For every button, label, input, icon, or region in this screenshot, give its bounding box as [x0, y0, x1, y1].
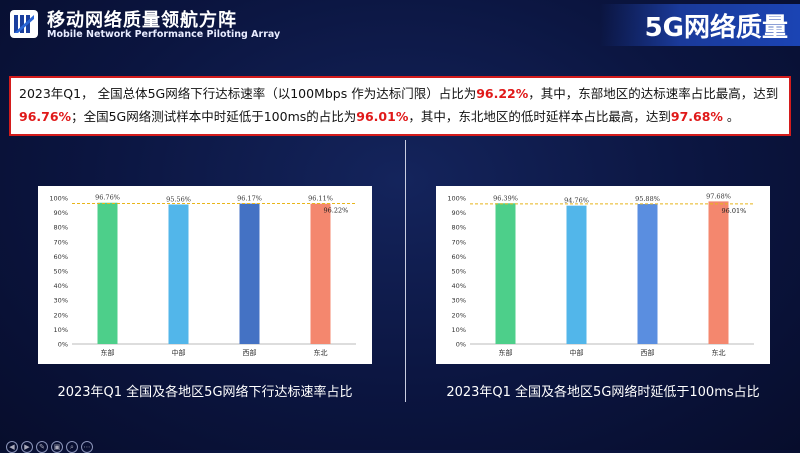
x-tick-label: 西部	[243, 348, 257, 357]
summary-value-1: 96.22%	[476, 86, 529, 101]
slide-controls: ◀ ▶ ✎ ▣ ⌕ ⋯	[6, 434, 96, 453]
data-label: 96.76%	[95, 194, 120, 202]
y-tick-label: 100%	[49, 195, 68, 203]
data-label: 96.39%	[493, 194, 518, 202]
y-tick-label: 40%	[54, 282, 68, 290]
y-tick-label: 10%	[452, 326, 466, 334]
y-tick-label: 60%	[452, 253, 466, 261]
y-tick-label: 0%	[58, 341, 68, 349]
summary-text-2: ，其中，东部地区的达标速率占比最高，达到	[528, 86, 779, 101]
zoom-icon[interactable]: ⌕	[66, 441, 78, 453]
y-tick-label: 0%	[456, 341, 466, 349]
bar	[637, 204, 658, 344]
chart-right: 0% 10% 20% 30% 40% 50% 60% 70% 80% 90% 100% 96.39% 东…	[447, 192, 754, 357]
data-label: 96.11%	[308, 195, 333, 203]
y-tick-label: 90%	[54, 209, 68, 217]
y-tick-label: 30%	[452, 297, 466, 305]
center-divider	[405, 140, 406, 402]
y-tick-label: 100%	[447, 195, 466, 203]
data-label: 96.17%	[237, 195, 262, 203]
brand-logo-icon	[10, 10, 38, 38]
bar	[708, 201, 729, 344]
bar	[566, 205, 587, 344]
reference-label: 96.22%	[324, 207, 349, 215]
y-tick-label: 50%	[452, 268, 466, 276]
bar	[168, 204, 189, 344]
reference-label: 96.01%	[722, 207, 747, 215]
y-tick-label: 70%	[452, 238, 466, 246]
summary-box: 2023年Q1， 全国总体5G网络下行达标速率（以100Mbps 作为达标门限）…	[9, 76, 791, 136]
y-tick-label: 50%	[54, 268, 68, 276]
data-label: 95.56%	[166, 195, 191, 203]
x-tick-label: 东部	[499, 348, 513, 357]
page-title: 5G网络质量	[644, 13, 788, 43]
summary-text-4: ，其中，东北地区的低时延样本占比最高，达到	[408, 109, 671, 124]
x-tick-label: 东部	[101, 348, 115, 357]
summary-value-2: 96.76%	[19, 109, 72, 124]
data-label: 94.76%	[564, 197, 589, 205]
x-tick-label: 中部	[570, 348, 584, 357]
summary-text-3: ；全国5G网络测试样本中时延低于100ms的占比为	[71, 109, 357, 124]
x-tick-label: 东北	[712, 348, 726, 357]
chart-left-caption: 2023年Q1 全国及各地区5G网络下行达标速率占比	[57, 385, 353, 400]
y-tick-label: 40%	[452, 282, 466, 290]
chart-left: 0% 10% 20% 30% 40% 50% 60% 70% 80% 90% 100% 96.76% 东…	[49, 194, 356, 357]
pen-icon[interactable]: ✎	[36, 441, 48, 453]
y-tick-label: 80%	[452, 224, 466, 232]
y-tick-label: 30%	[54, 297, 68, 305]
y-tick-label: 90%	[452, 209, 466, 217]
data-label: 95.88%	[635, 195, 660, 203]
bar	[310, 203, 331, 344]
brand-name-en: Mobile Network Performance Piloting Arra…	[47, 29, 281, 40]
y-tick-label: 20%	[54, 311, 68, 319]
more-options-icon[interactable]: ⋯	[81, 441, 93, 453]
y-tick-label: 10%	[54, 326, 68, 334]
chart-right-caption: 2023年Q1 全国及各地区5G网络时延低于100ms占比	[446, 385, 760, 400]
summary-value-3: 96.01%	[356, 109, 409, 124]
y-tick-label: 20%	[452, 311, 466, 319]
prev-slide-icon[interactable]: ◀	[6, 441, 18, 453]
header: 移动网络质量领航方阵 Mobile Network Performance Pi…	[0, 0, 800, 50]
summary-text-5: 。	[722, 109, 740, 124]
y-tick-label: 60%	[54, 253, 68, 261]
summary-text-1: 2023年Q1， 全国总体5G网络下行达标速率（以100Mbps 作为达标门限）…	[19, 86, 477, 101]
x-tick-label: 西部	[641, 348, 655, 357]
brand-name-cn: 移动网络质量领航方阵	[47, 10, 237, 31]
bar	[97, 202, 118, 344]
y-tick-label: 70%	[54, 238, 68, 246]
title-banner	[600, 4, 800, 46]
bar	[495, 203, 516, 344]
y-tick-label: 80%	[54, 224, 68, 232]
chart-right-panel: 0% 10% 20% 30% 40% 50% 60% 70% 80% 90% 100% 96.39% 东…	[436, 186, 770, 364]
next-slide-icon[interactable]: ▶	[21, 441, 33, 453]
chart-left-panel: 0% 10% 20% 30% 40% 50% 60% 70% 80% 90% 100% 96.76% 东…	[38, 186, 372, 364]
summary-value-4: 97.68%	[670, 109, 723, 124]
x-tick-label: 东北	[314, 348, 328, 357]
grid-view-icon[interactable]: ▣	[51, 441, 63, 453]
data-label: 97.68%	[706, 192, 731, 200]
bar	[239, 203, 260, 344]
x-tick-label: 中部	[172, 348, 186, 357]
